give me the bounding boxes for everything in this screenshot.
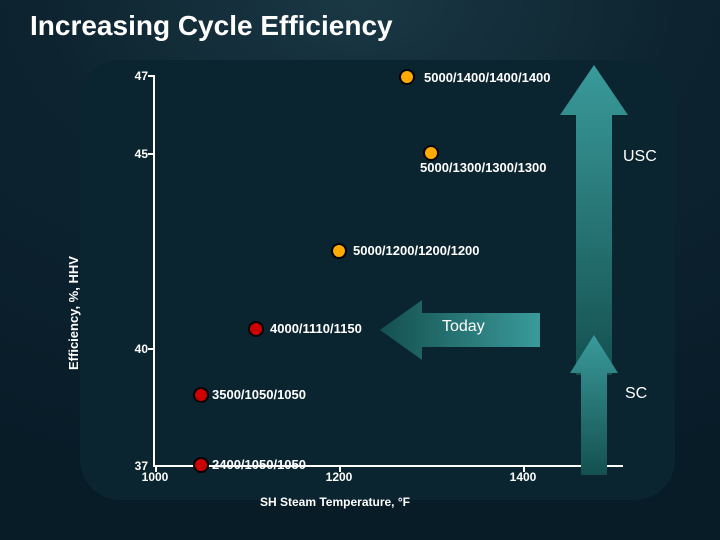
data-label: 2400/1050/1050 [212, 457, 306, 472]
y-axis [153, 75, 155, 467]
x-axis-label: SH Steam Temperature, °F [260, 495, 410, 509]
ytick-mark [148, 75, 155, 77]
ytick-mark [148, 348, 155, 350]
xtick-label: 1000 [125, 470, 185, 484]
usc-arrow [560, 65, 628, 375]
data-point [193, 457, 209, 473]
ytick-label: 47 [118, 69, 148, 83]
data-label: 5000/1400/1400/1400 [424, 70, 551, 85]
ytick-label: 45 [118, 147, 148, 161]
usc-label: USC [623, 148, 657, 166]
chart-panel: Efficiency, %, HHV SH Steam Temperature,… [80, 60, 675, 500]
data-label: 5000/1200/1200/1200 [353, 243, 480, 258]
xtick-label: 1200 [309, 470, 369, 484]
today-label: Today [442, 318, 485, 336]
data-point [193, 387, 209, 403]
y-axis-label: Efficiency, %, HHV [66, 256, 81, 370]
data-point [399, 69, 415, 85]
ytick-label: 40 [118, 342, 148, 356]
ytick-mark [148, 153, 155, 155]
slide-title: Increasing Cycle Efficiency [30, 10, 393, 42]
sc-label: SC [625, 385, 647, 403]
data-point [423, 145, 439, 161]
data-label: 3500/1050/1050 [212, 387, 306, 402]
sc-arrow [570, 335, 618, 475]
xtick-label: 1400 [493, 470, 553, 484]
data-point [248, 321, 264, 337]
data-label: 5000/1300/1300/1300 [420, 160, 547, 175]
data-label: 4000/1110/1150 [270, 321, 362, 336]
data-point [331, 243, 347, 259]
